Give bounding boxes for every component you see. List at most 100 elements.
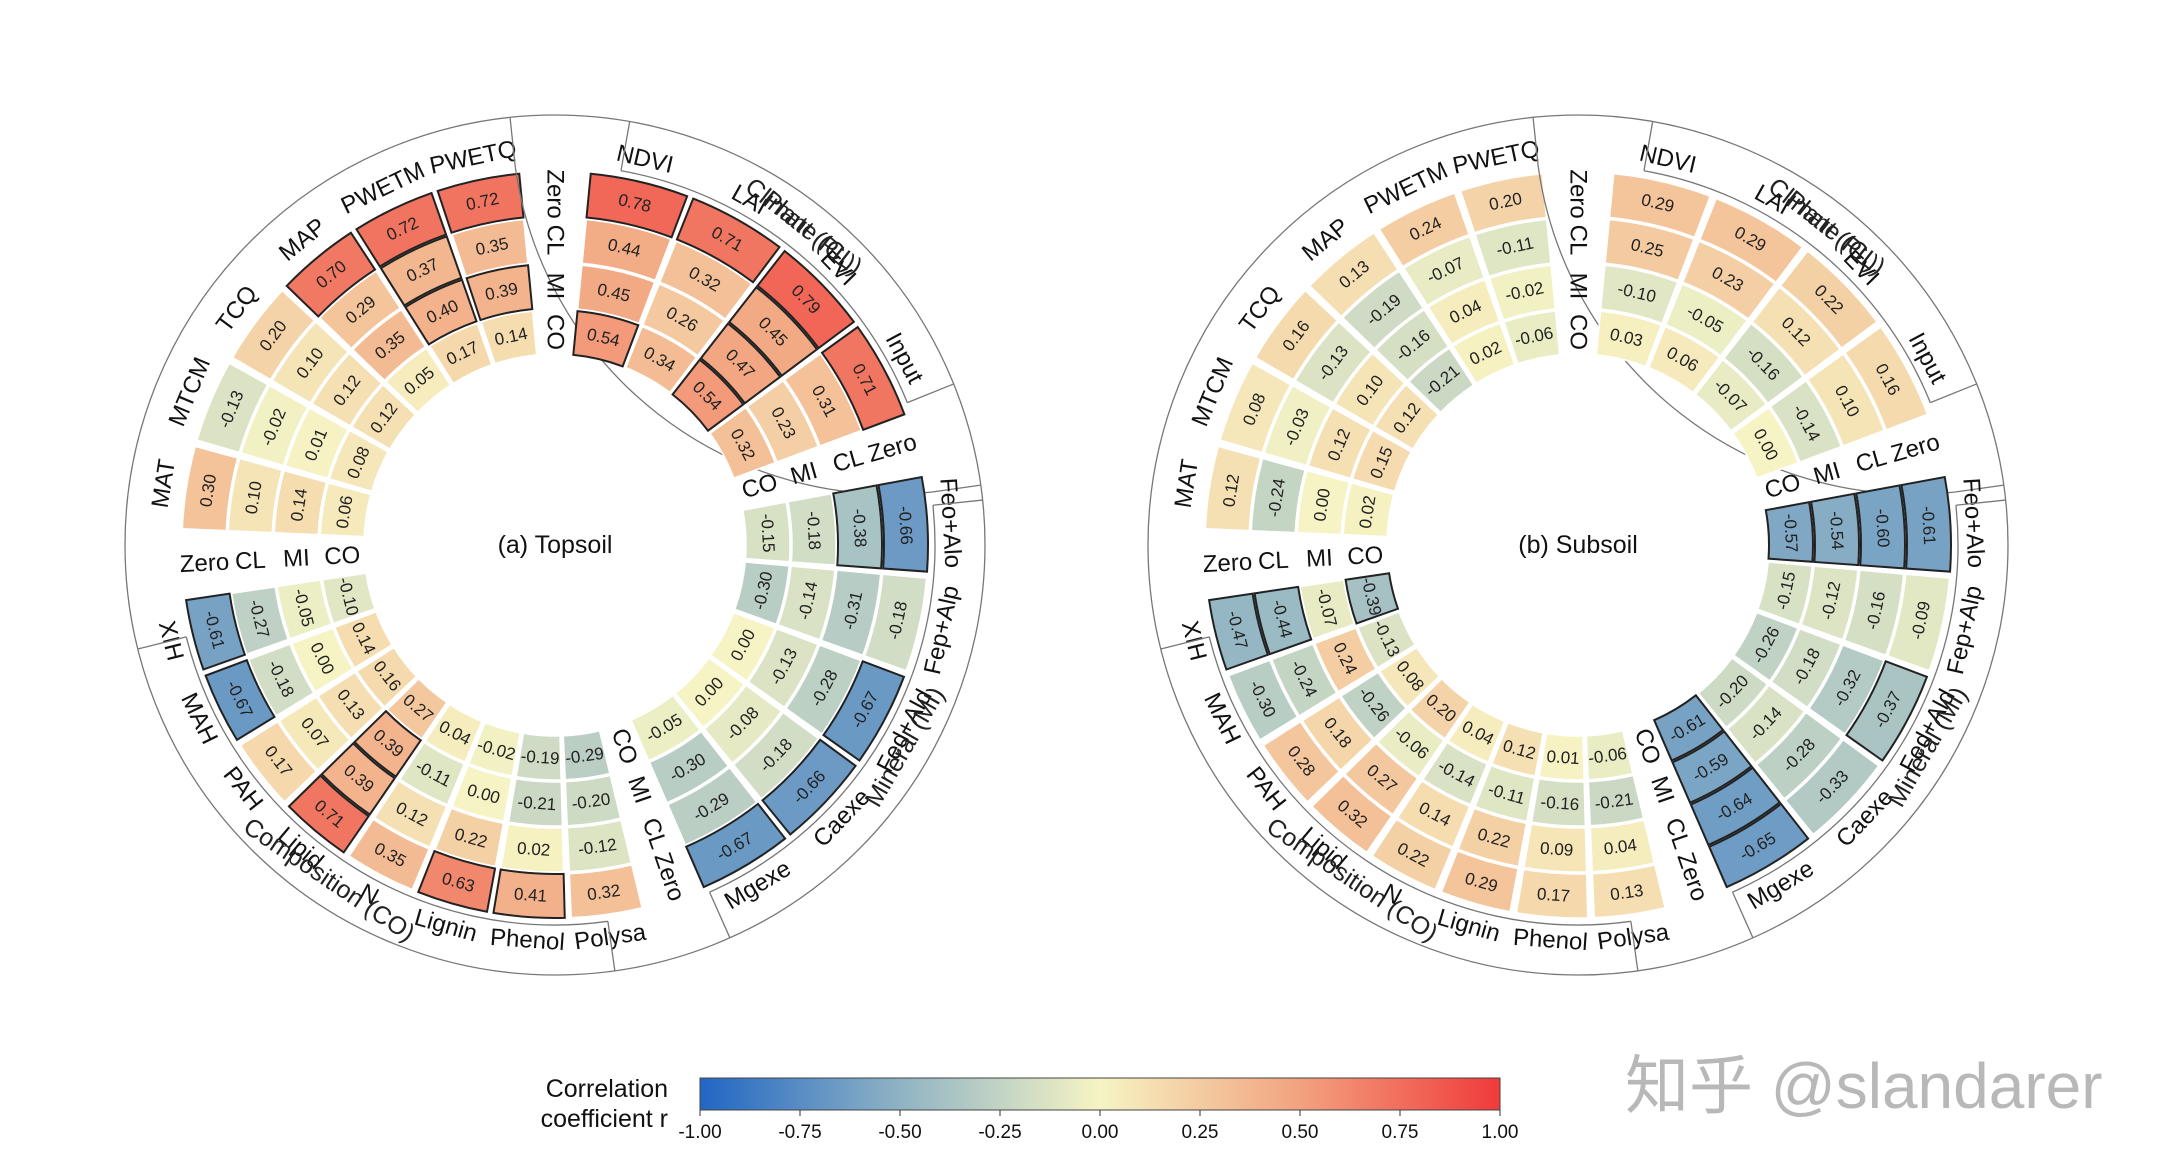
subsoil-cell-evi-mi	[1722, 322, 1805, 405]
subsoil-cell-mtcm-mi	[1307, 407, 1373, 480]
topsoil-cell-label: 0.02	[517, 839, 551, 860]
subsoil-cell-feo-alo-mi	[1809, 492, 1860, 567]
subsoil-cell-mah-co	[1356, 610, 1417, 669]
subsoil-cell-lai-cl	[1681, 240, 1776, 321]
subsoil-cell-polysa-co	[1585, 729, 1634, 781]
subsoil-cell-label: 0.09	[1540, 839, 1574, 860]
subsoil-cell-input-zero	[1843, 326, 1929, 431]
subsoil-cell-xih-mi	[1299, 579, 1356, 640]
topsoil-cell-mah-mi	[290, 627, 354, 693]
topsoil-cell-mtcm-mi	[284, 407, 350, 480]
topsoil-group-tick	[137, 636, 187, 650]
topsoil-cell-evi-cl	[727, 285, 819, 378]
subsoil-cell-label: -0.16	[1540, 793, 1580, 815]
subsoil-group-tick	[1160, 636, 1210, 650]
topsoil-cell-lipid-co	[386, 677, 448, 740]
topsoil-cell-xih-mi	[276, 579, 333, 640]
topsoil-cell-caexe-co	[674, 657, 746, 729]
subsoil-row-label-cl: CL	[1257, 547, 1289, 576]
subsoil-group-tick	[1731, 891, 1754, 939]
subsoil-cell-fep-alp-co	[1756, 561, 1813, 626]
subsoil-cell-mah-mi	[1313, 627, 1377, 693]
subsoil-var-label-feo-alo: Feo+Alo	[1957, 477, 1989, 568]
topsoil-group-arc	[620, 170, 908, 403]
topsoil-var-label-feo-alo: Feo+Alo	[934, 477, 966, 568]
subsoil-row-label-mi: MI	[1305, 544, 1333, 572]
topsoil-cell-phenol-mi	[507, 777, 564, 827]
subsoil-var-label-lignin: Lignin	[1434, 904, 1503, 948]
subsoil-row-label-mi: MI	[1565, 273, 1592, 300]
topsoil-cell-feo-alo-co	[741, 501, 791, 563]
topsoil-cell-input-cl	[783, 352, 863, 447]
topsoil-group-tick	[907, 383, 954, 404]
subsoil-cell-ndvi-co	[1595, 310, 1663, 368]
topsoil-cell-n-mi	[398, 741, 466, 806]
subsoil-cell-lignin-mi	[1474, 764, 1536, 823]
topsoil-cell-input-mi	[746, 379, 820, 463]
topsoil-cell-label: -0.19	[520, 747, 560, 769]
subsoil-cell-label: 0.13	[1609, 881, 1644, 904]
topsoil-cell-fed-ald-cl	[784, 644, 862, 736]
colorbar-tick-label: 0.25	[1182, 1122, 1219, 1143]
topsoil-cell-label: -0.21	[517, 793, 557, 815]
subsoil-cell-fep-alp-zero	[1886, 573, 1951, 672]
subsoil-row-label-cl: CL	[1853, 444, 1890, 478]
topsoil-cell-mat-co	[319, 481, 372, 538]
subsoil-cell-polysa-mi	[1587, 774, 1645, 827]
topsoil-cell-feo-alo-mi	[787, 492, 837, 566]
subsoil-cell-phenol-co	[1538, 732, 1585, 781]
subsoil-cell-lipid-co	[1409, 677, 1471, 740]
subsoil-cell-pwetm-co	[1451, 322, 1516, 385]
subsoil-cell-fed-ald-mi	[1770, 627, 1842, 709]
subsoil-outer-ring	[1147, 114, 2009, 976]
subsoil-cell-map-cl	[1341, 270, 1425, 350]
subsoil-group-tick	[1643, 121, 1654, 171]
topsoil-cell-fep-alp-cl	[820, 569, 882, 657]
subsoil-row-label-mi: MI	[1645, 773, 1679, 807]
subsoil-cell-label: 0.01	[1546, 747, 1580, 768]
subsoil-cell-caexe-mi	[1726, 684, 1806, 765]
subsoil-row-label-co: CO	[1347, 542, 1384, 571]
topsoil-group-tick	[620, 121, 631, 171]
subsoil-cell-polysa-zero	[1591, 864, 1666, 919]
topsoil-cell-pwetm-co	[428, 322, 493, 385]
topsoil-var-label-lignin: Lignin	[411, 904, 480, 948]
colorbar-gradient	[699, 1077, 1501, 1111]
subsoil-cell-pah-co	[1378, 646, 1441, 708]
subsoil-cell-label: -0.57	[1780, 513, 1801, 553]
subsoil-cell-mtcm-cl	[1263, 384, 1332, 467]
topsoil-cell-pah-mi	[316, 671, 385, 740]
topsoil-group-arc	[709, 505, 936, 893]
subsoil-cell-fed-ald-zero	[1845, 660, 1929, 762]
topsoil-row-label-mi: MI	[542, 273, 569, 300]
subsoil-cell-mah-cl	[1270, 643, 1338, 717]
topsoil-cell-polysa-cl	[566, 819, 633, 873]
colorbar-tick-label: -0.75	[778, 1122, 821, 1143]
topsoil-cell-mtcm-cl	[240, 384, 309, 467]
topsoil-cell-evi-zero	[756, 249, 856, 350]
colorbar-tick-label: 0.00	[1082, 1122, 1119, 1143]
topsoil-cell-pah-co	[355, 646, 418, 708]
subsoil-cell-mgexe-co	[1652, 693, 1725, 762]
topsoil-group-arc	[185, 636, 608, 926]
topsoil-cell-mtcm-zero	[196, 362, 269, 454]
topsoil-cell-caexe-mi	[703, 684, 783, 765]
panel-subsoil: (b) Subsoil0.120.080.160.130.240.20-0.24…	[1147, 114, 2009, 976]
topsoil-cell-feo-alo-cl	[832, 484, 883, 570]
topsoil-cell-mgexe-mi	[648, 730, 730, 804]
subsoil-cell-caexe-cl	[1755, 711, 1843, 800]
topsoil-cell-input-co	[708, 406, 777, 480]
topsoil-cell-label: 0.10	[242, 480, 266, 516]
subsoil-cell-pwetm-mi	[1427, 278, 1501, 346]
topsoil-cell-label: -0.66	[895, 506, 916, 546]
subsoil-cell-pah-mi	[1339, 671, 1408, 740]
topsoil-cell-lignin-co	[467, 721, 522, 777]
topsoil-row-label-cl: CL	[542, 225, 569, 256]
colorbar-tick-label: 0.50	[1282, 1122, 1319, 1143]
subsoil-cell-mat-zero	[1204, 445, 1262, 532]
topsoil-cell-lignin-mi	[451, 764, 513, 823]
topsoil-var-label-mat: MAT	[147, 457, 181, 510]
topsoil-cell-mah-zero	[204, 658, 276, 742]
topsoil-cell-mtcm-co	[328, 429, 390, 493]
topsoil-cell-ndvi-cl	[581, 218, 672, 282]
